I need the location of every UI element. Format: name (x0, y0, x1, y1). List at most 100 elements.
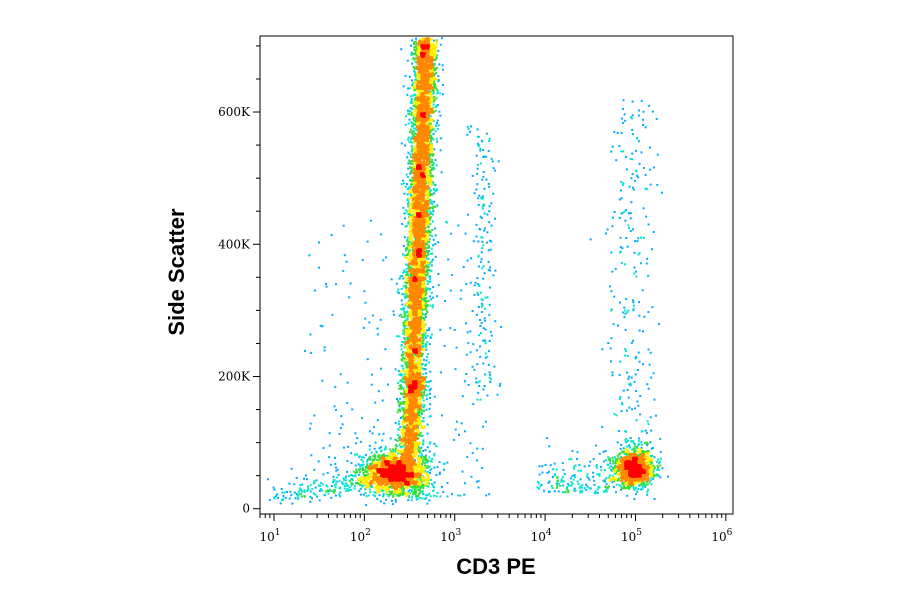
data-point (405, 284, 408, 287)
data-point (430, 38, 433, 41)
data-point (400, 392, 403, 395)
data-point (431, 306, 434, 309)
data-point (431, 118, 434, 121)
data-point (626, 388, 629, 391)
data-point (433, 74, 436, 77)
data-point (419, 363, 422, 366)
data-point (486, 296, 489, 299)
data-point (623, 263, 626, 266)
data-point (553, 462, 556, 465)
data-point (484, 342, 487, 345)
data-point (407, 374, 410, 377)
data-point (578, 463, 581, 466)
data-point (427, 385, 430, 388)
data-point (432, 100, 435, 103)
data-point (436, 127, 439, 130)
data-point (625, 237, 628, 239)
data-point (429, 165, 432, 168)
data-point (603, 480, 606, 483)
data-point (555, 468, 558, 471)
data-point (430, 100, 433, 102)
data-point (645, 477, 648, 480)
data-point (625, 445, 628, 448)
data-point (424, 313, 427, 316)
data-point (416, 81, 418, 84)
data-point (376, 497, 379, 500)
data-point (572, 478, 575, 481)
data-point (484, 307, 486, 310)
data-point (402, 341, 405, 344)
data-point (431, 458, 434, 460)
data-point (620, 180, 623, 183)
data-point (433, 466, 436, 469)
data-point (641, 430, 644, 433)
data-point (407, 403, 409, 406)
data-point (299, 487, 302, 490)
data-point (305, 474, 307, 477)
data-point (613, 211, 616, 213)
data-point (413, 74, 416, 77)
data-point (431, 229, 434, 231)
data-point (414, 67, 417, 70)
data-point (408, 118, 411, 121)
data-point (464, 380, 467, 383)
data-point (648, 363, 651, 366)
data-point (345, 260, 348, 263)
data-point (621, 481, 624, 484)
data-point (479, 260, 482, 263)
data-point (403, 370, 406, 373)
data-point (636, 137, 639, 140)
data-point (435, 78, 437, 81)
data-point (401, 428, 404, 431)
data-point (419, 421, 422, 424)
data-point (631, 173, 634, 175)
data-point (636, 454, 639, 457)
data-point (626, 311, 629, 314)
data-point (422, 493, 425, 496)
data-point (402, 400, 405, 403)
data-point (429, 202, 432, 204)
data-point (328, 488, 331, 491)
data-point (482, 362, 485, 365)
data-point (640, 236, 642, 239)
data-point (430, 125, 433, 128)
data-point (602, 450, 605, 453)
data-point (561, 476, 564, 479)
data-point (413, 365, 416, 368)
data-point (406, 239, 409, 241)
data-point (414, 467, 417, 470)
data-point (387, 489, 390, 491)
data-point (356, 437, 359, 440)
data-point (309, 352, 312, 354)
data-point (394, 368, 397, 371)
data-point (469, 442, 472, 445)
data-point (450, 232, 453, 235)
data-point (382, 487, 385, 490)
data-point (404, 291, 407, 294)
data-point (359, 467, 362, 470)
data-point (348, 486, 351, 489)
data-point (294, 497, 297, 500)
data-point (400, 370, 403, 373)
data-point (622, 182, 625, 184)
data-point (413, 368, 416, 371)
data-point (374, 491, 377, 494)
data-point (433, 189, 436, 192)
data-point (414, 71, 417, 74)
data-point (341, 481, 343, 484)
data-point (374, 471, 377, 474)
data-point (336, 468, 339, 471)
data-point (407, 252, 410, 255)
data-point (399, 490, 402, 493)
data-point (430, 52, 433, 55)
data-point (413, 449, 416, 452)
data-point (397, 434, 400, 436)
data-point (618, 374, 621, 377)
data-point (428, 442, 431, 445)
data-point (408, 238, 411, 240)
data-point (567, 489, 570, 492)
data-point (634, 240, 637, 243)
data-point (431, 119, 434, 122)
data-point (637, 369, 639, 371)
data-point (410, 189, 413, 191)
